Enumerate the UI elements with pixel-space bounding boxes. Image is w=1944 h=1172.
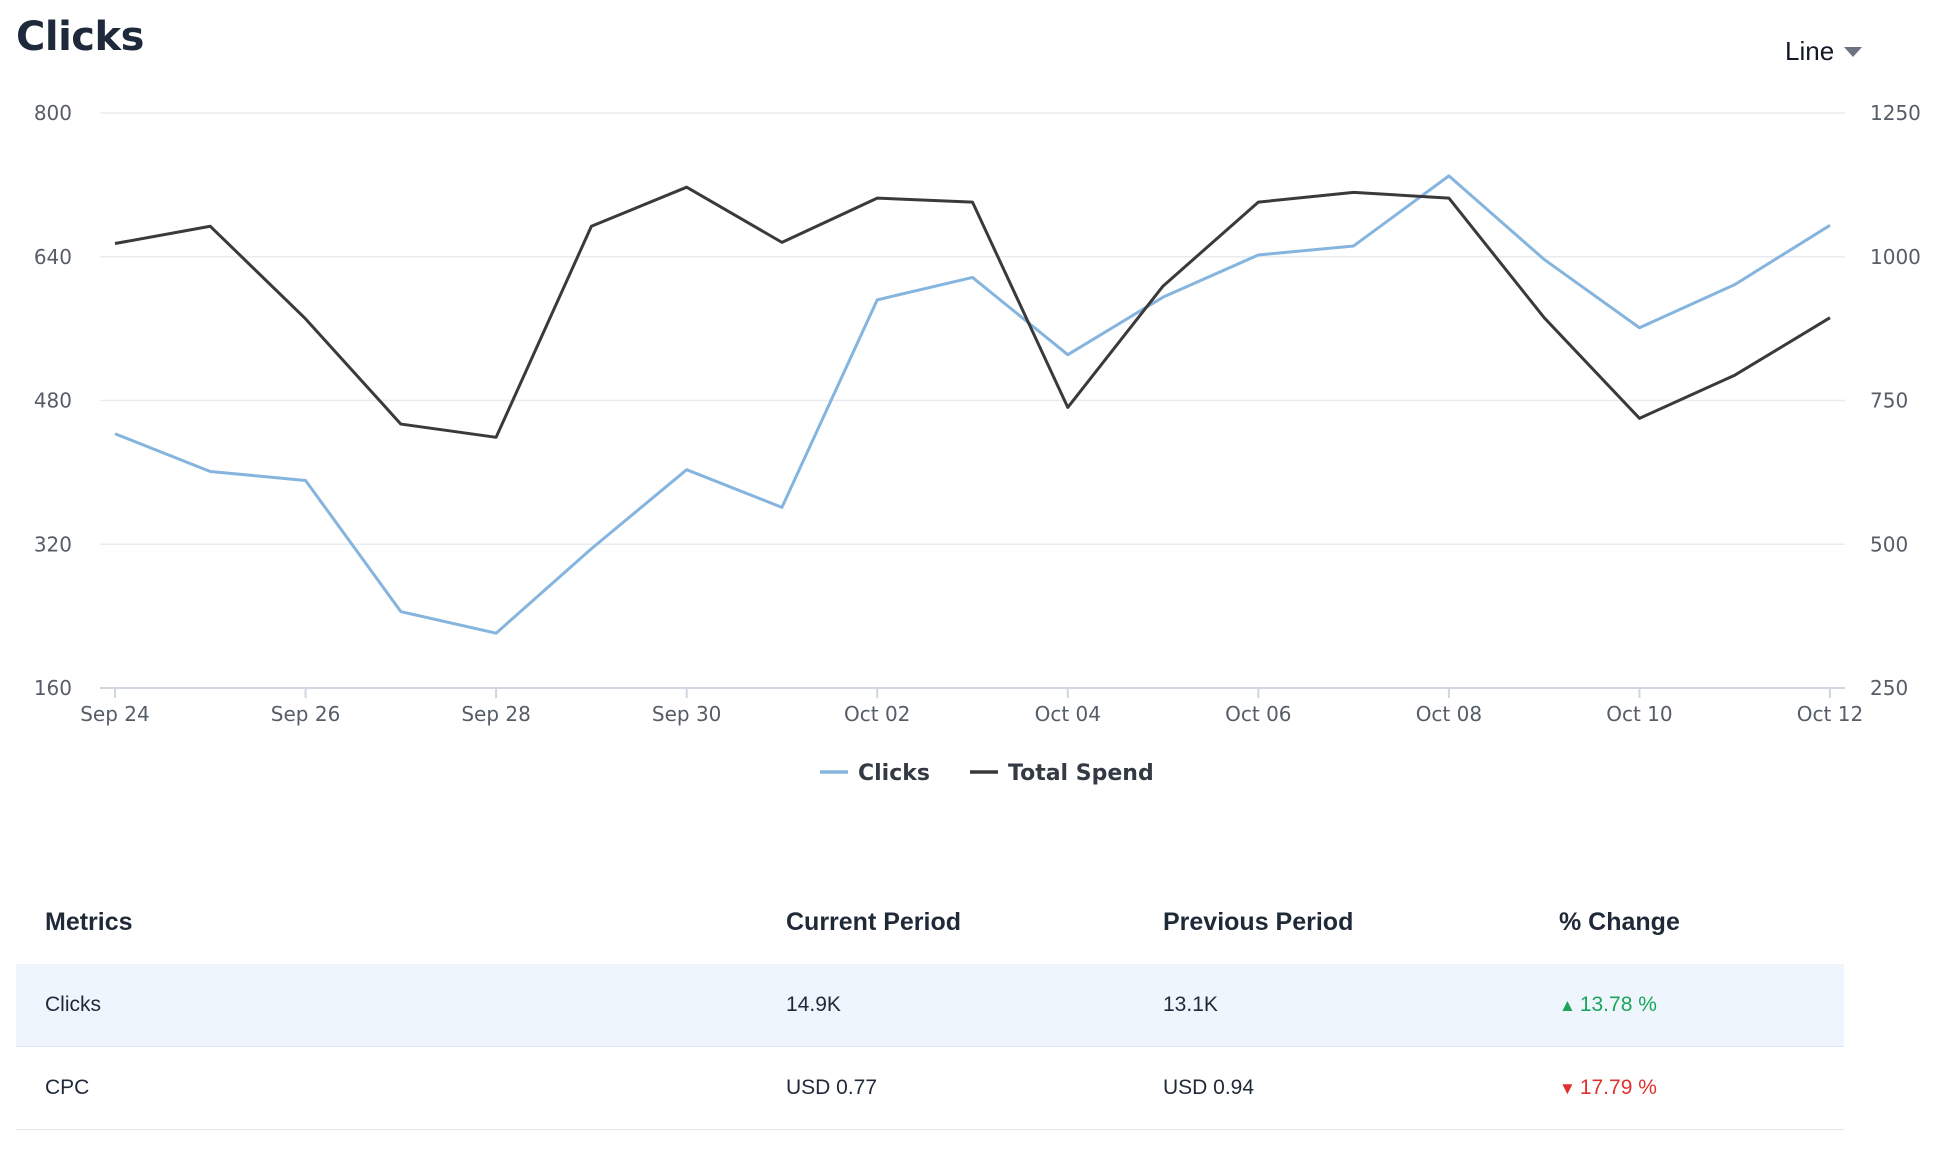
- y-right-tick-label: 1000: [1870, 245, 1921, 269]
- y-left-tick-label: 320: [34, 532, 72, 556]
- x-tick-label: Oct 02: [844, 702, 910, 726]
- chart-title: Clicks: [16, 14, 144, 60]
- y-left-tick-label: 160: [34, 676, 72, 700]
- current-value: 14.9K: [786, 993, 841, 1016]
- chevron-down-icon: [1844, 46, 1863, 57]
- metric-name: Clicks: [45, 993, 101, 1016]
- legend-label: Clicks: [858, 761, 930, 786]
- chart-type-dropdown[interactable]: Line: [1785, 36, 1863, 67]
- y-right-tick-label: 750: [1870, 389, 1908, 413]
- series-line-clicks: [114, 174, 1831, 635]
- x-tick-label: Sep 24: [80, 702, 150, 726]
- triangle-up-icon: ▲: [1559, 996, 1576, 1015]
- table-row[interactable]: Clicks 14.9K 13.1K ▲ 13.78 %: [16, 964, 1844, 1047]
- x-tick-label: Oct 04: [1035, 702, 1101, 726]
- percent-change-value: 13.78 %: [1579, 993, 1657, 1016]
- table-row[interactable]: CPC USD 0.77 USD 0.94 ▼ 17.79 %: [16, 1047, 1844, 1130]
- legend-label: Total Spend: [1008, 761, 1154, 786]
- header-percent-change: % Change: [1559, 907, 1680, 936]
- metrics-table: Metrics Current Period Previous Period %…: [16, 880, 1844, 1130]
- line-chart: 160 320 480 640 800 250 500 750 1000 1250 Sep 24 Se…: [34, 101, 1921, 786]
- x-tick-label: Sep 30: [652, 702, 722, 726]
- percent-change-value: 17.79 %: [1579, 1076, 1657, 1099]
- triangle-down-icon: ▼: [1559, 1079, 1576, 1098]
- x-tick-label: Oct 06: [1225, 702, 1291, 726]
- x-tick-label: Sep 28: [461, 702, 531, 726]
- x-tick-label: Oct 12: [1797, 702, 1863, 726]
- percent-change: ▼ 17.79 %: [1559, 1076, 1844, 1100]
- y-right-tick-label: 250: [1870, 676, 1908, 700]
- y-left-tick-label: 480: [34, 389, 72, 413]
- x-tick-label: Oct 10: [1606, 702, 1672, 726]
- x-tick-label: Sep 26: [271, 702, 341, 726]
- chart-type-label: Line: [1785, 36, 1835, 66]
- header-current-period: Current Period: [786, 907, 962, 936]
- metric-name: CPC: [45, 1076, 90, 1099]
- y-right-tick-label: 1250: [1870, 101, 1921, 125]
- previous-value: 13.1K: [1163, 993, 1218, 1016]
- y-left-tick-label: 640: [34, 245, 72, 269]
- series-line-total-spend: [114, 185, 1831, 439]
- current-value: USD 0.77: [786, 1076, 878, 1099]
- previous-value: USD 0.94: [1163, 1076, 1255, 1099]
- table-header: Metrics Current Period Previous Period %…: [16, 880, 1844, 964]
- header-metrics: Metrics: [45, 907, 133, 936]
- x-tick-label: Oct 08: [1416, 702, 1482, 726]
- y-left-tick-label: 800: [34, 101, 72, 125]
- percent-change: ▲ 13.78 %: [1559, 993, 1844, 1017]
- header-previous-period: Previous Period: [1163, 907, 1354, 936]
- y-right-tick-label: 500: [1870, 532, 1908, 556]
